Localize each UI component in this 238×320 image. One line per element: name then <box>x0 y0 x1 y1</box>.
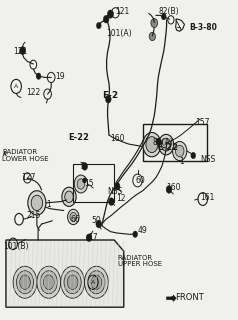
Circle shape <box>103 15 109 23</box>
Polygon shape <box>167 295 176 301</box>
Circle shape <box>84 266 108 298</box>
Text: E-2: E-2 <box>102 92 119 100</box>
Circle shape <box>61 266 84 298</box>
Text: 101(B): 101(B) <box>4 242 29 251</box>
Text: RADIATOR
LOWER HOSE: RADIATOR LOWER HOSE <box>2 149 49 162</box>
Text: B-3-80: B-3-80 <box>189 23 217 32</box>
Circle shape <box>77 179 85 189</box>
Circle shape <box>91 275 102 289</box>
Text: 121: 121 <box>115 7 130 16</box>
Text: 157: 157 <box>195 118 210 127</box>
Circle shape <box>20 275 30 289</box>
Circle shape <box>96 220 102 228</box>
Bar <box>143 124 207 161</box>
Text: E-22: E-22 <box>68 133 89 142</box>
Text: E-22: E-22 <box>157 143 178 152</box>
Text: 2: 2 <box>81 162 86 171</box>
Text: 215: 215 <box>26 211 40 220</box>
Circle shape <box>191 152 196 159</box>
Circle shape <box>65 191 73 203</box>
Circle shape <box>159 134 174 155</box>
Text: 1: 1 <box>180 157 184 166</box>
Circle shape <box>156 138 161 145</box>
Text: 15: 15 <box>84 179 94 188</box>
Circle shape <box>20 47 25 54</box>
Circle shape <box>96 22 101 29</box>
Circle shape <box>88 271 105 294</box>
Circle shape <box>16 271 34 294</box>
Text: 66: 66 <box>70 215 80 224</box>
Circle shape <box>105 95 111 103</box>
Text: 17: 17 <box>88 233 98 242</box>
Text: 160: 160 <box>167 183 181 192</box>
Circle shape <box>74 175 88 193</box>
Circle shape <box>70 212 77 221</box>
Circle shape <box>161 138 171 151</box>
Circle shape <box>62 187 76 206</box>
Circle shape <box>13 266 37 298</box>
Circle shape <box>158 140 162 145</box>
Text: 122: 122 <box>26 88 40 97</box>
Text: 121: 121 <box>13 47 27 56</box>
Circle shape <box>67 275 78 289</box>
Text: 127: 127 <box>21 173 36 182</box>
Bar <box>73 164 114 202</box>
Text: FRONT: FRONT <box>175 293 204 302</box>
Text: 60: 60 <box>136 176 145 185</box>
Circle shape <box>107 10 114 18</box>
Text: RADIATOR
UPPER HOSE: RADIATOR UPPER HOSE <box>118 254 162 267</box>
Circle shape <box>166 186 172 193</box>
Circle shape <box>68 209 79 225</box>
Circle shape <box>161 13 166 20</box>
Circle shape <box>43 275 54 289</box>
Circle shape <box>36 73 41 79</box>
Circle shape <box>28 191 46 215</box>
Circle shape <box>83 178 86 183</box>
Text: 1: 1 <box>46 200 51 209</box>
Text: NSS: NSS <box>107 188 122 196</box>
Text: A: A <box>91 280 95 285</box>
Circle shape <box>143 132 161 157</box>
Text: 12: 12 <box>117 194 126 203</box>
Circle shape <box>146 137 158 153</box>
Circle shape <box>175 145 184 157</box>
Circle shape <box>82 163 88 170</box>
Circle shape <box>64 271 81 294</box>
Circle shape <box>31 195 43 211</box>
Circle shape <box>86 234 92 242</box>
Text: 101(A): 101(A) <box>106 29 132 38</box>
Text: 49: 49 <box>138 226 148 235</box>
Circle shape <box>40 271 57 294</box>
Circle shape <box>151 19 158 28</box>
Polygon shape <box>6 240 124 307</box>
Text: NSS: NSS <box>200 155 215 164</box>
Text: 82(B): 82(B) <box>158 7 179 16</box>
Text: 160: 160 <box>111 134 125 143</box>
Text: A: A <box>14 84 18 89</box>
Text: 19: 19 <box>55 72 64 81</box>
Circle shape <box>114 182 120 190</box>
Circle shape <box>149 32 155 41</box>
Text: 82(A): 82(A) <box>152 138 173 147</box>
Circle shape <box>37 266 61 298</box>
Circle shape <box>173 141 187 161</box>
Circle shape <box>109 198 114 205</box>
Text: 50: 50 <box>92 216 101 225</box>
Circle shape <box>133 231 138 237</box>
Text: 161: 161 <box>200 193 214 202</box>
